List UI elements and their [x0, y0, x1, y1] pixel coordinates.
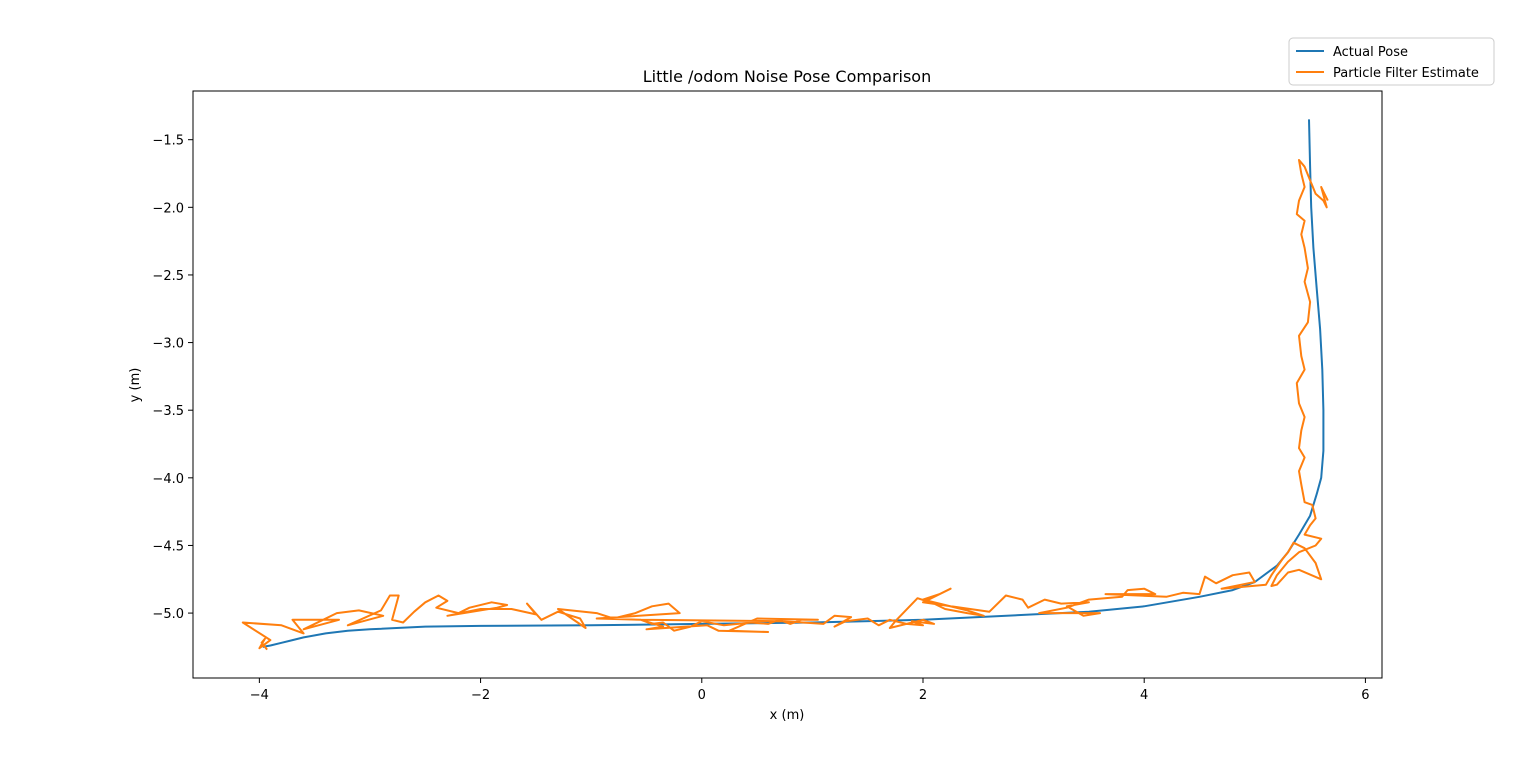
- legend-label-particle-filter: Particle Filter Estimate: [1333, 66, 1479, 81]
- y-tick-label: −2.0: [152, 201, 184, 216]
- x-tick-label: −4: [250, 688, 269, 703]
- legend-box: [1288, 37, 1495, 86]
- series-line-actual-pose: [262, 119, 1325, 648]
- x-tick-label: 4: [1140, 688, 1148, 703]
- x-tick-label: 0: [698, 688, 706, 703]
- y-tick-label: −3.5: [152, 404, 184, 419]
- series-layer: [241, 119, 1329, 651]
- series-line-particle-filter: [241, 159, 1329, 651]
- x-tick-label: 6: [1361, 688, 1369, 703]
- legend-label-actual-pose: Actual Pose: [1333, 45, 1408, 60]
- y-tick-label: −2.5: [152, 269, 184, 284]
- x-axis-label: x (m): [770, 708, 805, 723]
- x-tick-label: −2: [471, 688, 490, 703]
- chart-title: Little /odom Noise Pose Comparison: [643, 67, 931, 86]
- y-tick-label: −4.5: [152, 539, 184, 554]
- y-tick-label: −1.5: [152, 134, 184, 149]
- x-tick-label: 2: [919, 688, 927, 703]
- y-tick-label: −5.0: [152, 607, 184, 622]
- plot-area: [192, 90, 1383, 679]
- x-axis-ticks: −4 −2 0 2 4 6: [250, 678, 1370, 703]
- y-tick-label: −4.0: [152, 472, 184, 487]
- axes-frame: [192, 90, 1383, 679]
- y-axis-ticks: −1.5 −2.0 −2.5 −3.0 −3.5 −4.0 −4.5 −5.0: [152, 134, 193, 622]
- y-tick-label: −3.0: [152, 337, 184, 352]
- legend: Actual Pose Particle Filter Estimate: [1288, 37, 1495, 86]
- y-axis-label: y (m): [128, 368, 143, 403]
